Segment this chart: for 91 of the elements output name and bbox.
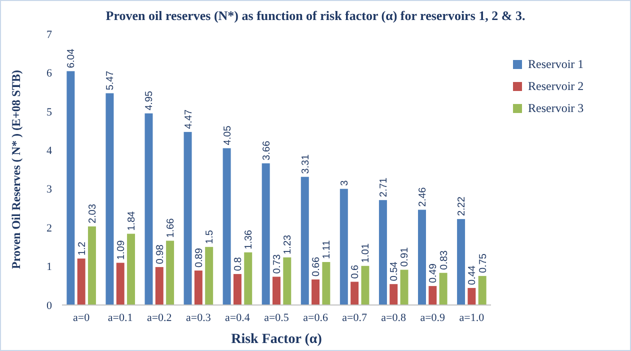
y-tick-label: 3	[46, 184, 52, 196]
bar	[428, 286, 437, 305]
x-tick-label: a=0.2	[146, 312, 172, 324]
bar	[361, 266, 370, 305]
bar	[127, 234, 135, 305]
data-label: 3	[339, 180, 350, 186]
bar	[233, 274, 242, 305]
x-tick-label: a=0.6	[303, 312, 328, 324]
bar	[88, 226, 96, 305]
data-label: 1.11	[322, 240, 333, 260]
data-label: 0.98	[154, 244, 166, 264]
data-label: 0.91	[400, 246, 411, 267]
x-tick-label: a=0	[73, 312, 90, 324]
bar	[378, 200, 387, 305]
data-label: 3.66	[261, 140, 272, 160]
data-label: 6.04	[66, 48, 78, 68]
bar	[439, 272, 448, 305]
x-tick-label: a=0.1	[108, 312, 133, 324]
bar	[244, 252, 252, 305]
bar	[222, 148, 231, 305]
data-label: 5.47	[105, 70, 116, 90]
y-tick-label: 2	[46, 222, 52, 234]
data-label: 1.36	[244, 229, 255, 250]
y-tick-label: 6	[46, 68, 52, 80]
bar	[468, 288, 476, 305]
bar	[340, 188, 348, 305]
bar	[184, 132, 192, 305]
data-label: 0.6	[350, 264, 362, 279]
bar	[272, 276, 280, 305]
bar	[144, 113, 153, 305]
y-tick-label: 1	[46, 261, 52, 274]
x-tick-label: a=0.3	[186, 312, 212, 324]
bar	[400, 270, 408, 305]
bar	[166, 240, 174, 305]
data-label: 0.8	[232, 256, 244, 272]
bar	[350, 282, 359, 305]
x-tick-label: a=0.7	[342, 312, 368, 324]
bar	[66, 71, 75, 305]
bar	[418, 210, 426, 305]
bar	[77, 258, 86, 305]
bar	[283, 257, 292, 305]
data-label: 2.46	[417, 186, 428, 207]
data-label: 1.23	[282, 234, 294, 254]
bar	[478, 276, 486, 305]
x-tick-label: a=0.9	[420, 312, 446, 324]
legend-label: Reservoir 3	[528, 101, 584, 116]
data-label: 1.84	[126, 210, 138, 231]
data-label: 0.83	[438, 250, 450, 270]
data-label: 3.31	[300, 154, 312, 174]
bar	[390, 284, 398, 305]
legend-label: Reservoir 2	[528, 79, 584, 94]
data-label: 2.03	[87, 204, 98, 224]
bar	[322, 262, 330, 305]
data-label: 4.47	[183, 109, 194, 129]
bar	[155, 267, 164, 305]
bar	[300, 176, 309, 305]
y-tick-label: 5	[46, 106, 52, 118]
x-tick-label: a=0.4	[225, 312, 250, 324]
bar	[194, 270, 202, 305]
bar	[205, 246, 214, 305]
data-label: 0.75	[478, 253, 489, 273]
data-label: 1.2	[76, 241, 88, 256]
data-label: 4.05	[222, 125, 234, 146]
y-axis-title: Proven Oil Reserves ( N* ) (E+08 STB)	[9, 70, 23, 269]
data-label: 1.66	[166, 218, 177, 238]
data-label: 0.66	[311, 256, 322, 276]
y-tick-label: 7	[46, 28, 52, 41]
x-axis-title: Risk Factor (α)	[231, 332, 322, 347]
chart-title: Proven oil reserves (N*) as function of risk factor (α) for reservoirs 1, 2 & 3.	[106, 8, 526, 23]
data-label: 2.22	[456, 196, 468, 216]
x-tick-label: a=1.0	[459, 312, 485, 324]
data-label: 0.89	[194, 248, 205, 268]
bar	[116, 262, 124, 305]
data-label: 0.44	[467, 265, 478, 285]
data-label: 0.49	[428, 263, 440, 284]
x-tick-label: a=0.8	[381, 312, 407, 324]
bar	[312, 279, 320, 305]
data-label: 1.09	[116, 240, 127, 260]
bar	[262, 163, 270, 305]
bar	[106, 93, 114, 305]
data-label: 0.54	[389, 261, 400, 282]
legend-label: Reservoir 1	[528, 57, 584, 72]
data-label: 1.01	[360, 242, 372, 263]
data-label: 4.95	[144, 90, 156, 110]
data-label: 0.73	[272, 254, 283, 274]
y-tick-label: 0	[46, 300, 52, 312]
y-tick-label: 4	[46, 144, 52, 157]
x-tick-label: a=0.5	[264, 312, 290, 324]
bar	[457, 219, 466, 305]
data-label: 1.5	[204, 230, 216, 244]
data-label: 2.71	[378, 177, 390, 198]
